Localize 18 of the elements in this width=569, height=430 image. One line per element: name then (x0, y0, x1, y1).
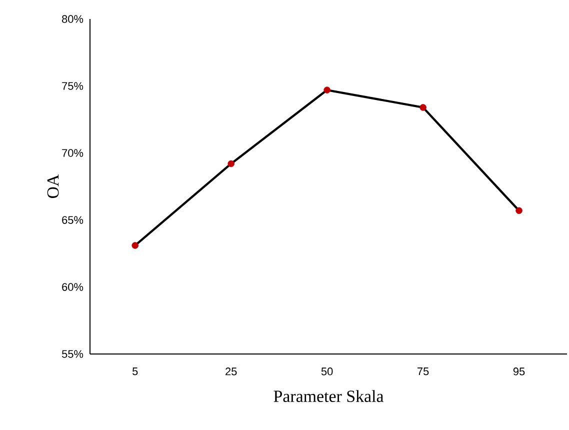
point (324, 86, 330, 94)
y-tick-label: 55% (62, 350, 84, 358)
point (228, 160, 234, 168)
x-tick-label: 5 (132, 368, 138, 376)
x-tick-label: 50 (321, 368, 333, 376)
y-axis-title: OA (47, 174, 59, 198)
x-axis-title: Parameter Skala (274, 390, 384, 402)
y-tick-label: 60% (62, 283, 84, 291)
point (420, 104, 426, 111)
y-tick-label: 75% (62, 82, 84, 90)
x-tick-label: 95 (513, 368, 525, 376)
x-tick-label: 25 (226, 368, 237, 376)
y-tick-label: 70% (62, 149, 84, 157)
y-tick-label: 80% (62, 15, 84, 23)
point (516, 207, 522, 214)
point (132, 242, 138, 249)
x-tick-label: 75 (418, 368, 429, 376)
y-tick-label: 65% (62, 216, 84, 224)
